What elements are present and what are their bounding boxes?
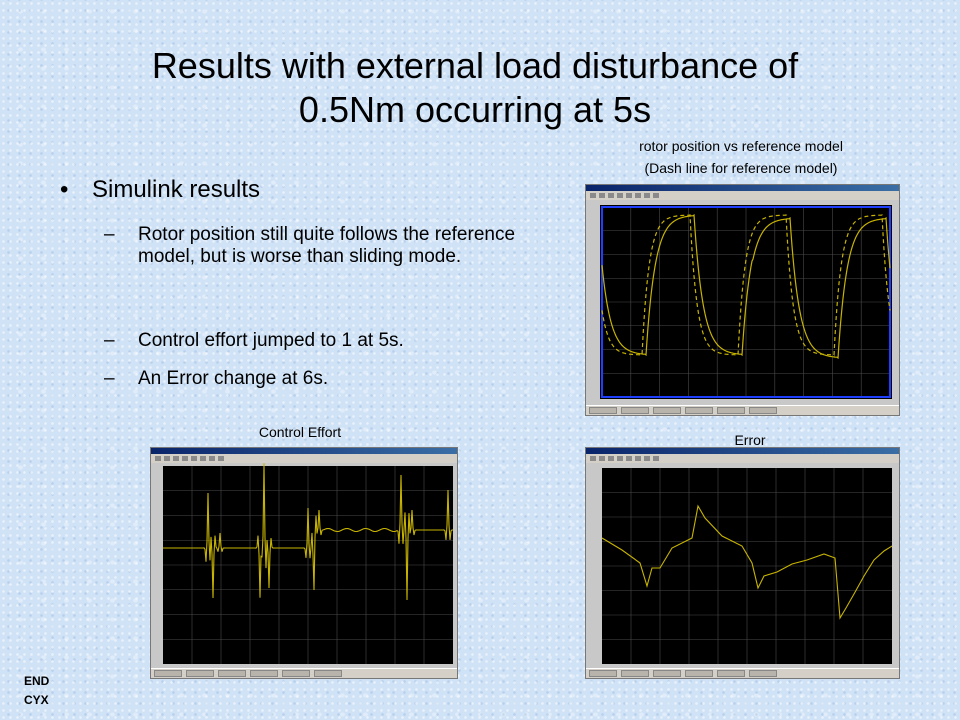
scope-titlebar (586, 185, 899, 191)
footer-line-2: CYX (24, 693, 49, 707)
rotor-position-scope-window (585, 184, 900, 416)
scope-taskbar (151, 668, 457, 678)
scope-taskbar (586, 668, 899, 678)
caption-rotor: rotor position vs reference model (Dash … (596, 138, 886, 176)
bullet-dot: • (60, 176, 69, 203)
scope-titlebar (151, 448, 457, 454)
reference-model-trace (601, 214, 891, 356)
dash-3: – (104, 368, 115, 389)
sub-item-text: An Error change at 6s. (138, 368, 329, 389)
error-plot (601, 468, 893, 664)
plot-grid (602, 468, 892, 664)
scope-toolbar (151, 454, 457, 463)
title-line-1: Results with external load disturbance o… (151, 45, 799, 86)
control-effort-scope-window (150, 447, 458, 679)
title-line-2: 0.5Nm occurring at 5s (298, 89, 652, 130)
control-effort-plot (163, 463, 454, 664)
footer-tag: END CYX (24, 672, 49, 710)
scope-titlebar (586, 448, 899, 454)
slide-title: Results with external load disturbance o… (60, 44, 890, 132)
scope-toolbar (586, 191, 899, 200)
axes-box (601, 206, 891, 398)
footer-line-1: END (24, 674, 50, 688)
sub-item-rotor: – Rotor position still quite follows the… (104, 224, 524, 268)
sub-item-text: Control effort jumped to 1 at 5s. (138, 330, 404, 351)
rotor-position-trace (601, 213, 891, 360)
plot-grid (163, 466, 453, 664)
scope-toolbar (586, 454, 899, 463)
error-trace (601, 504, 893, 620)
caption-rotor-line-1: rotor position vs reference model (639, 138, 843, 154)
dash-1: – (104, 224, 115, 245)
rotor-position-plot (600, 205, 892, 399)
control-effort-trace (163, 463, 454, 601)
bullet-simulink-results: • Simulink results (60, 176, 260, 204)
caption-error: Error (734, 432, 766, 448)
caption-rotor-line-2: (Dash line for reference model) (644, 160, 838, 176)
sub-item-control: – Control effort jumped to 1 at 5s. (104, 330, 524, 352)
dash-2: – (104, 330, 115, 351)
sub-item-error: – An Error change at 6s. (104, 368, 524, 390)
error-scope-window (585, 447, 900, 679)
bullet-label: Simulink results (92, 176, 261, 203)
scope-taskbar (586, 405, 899, 415)
plot-grid (602, 207, 890, 397)
sub-item-text: Rotor position still quite follows the r… (138, 224, 516, 267)
caption-control-effort: Control Effort (258, 424, 342, 440)
